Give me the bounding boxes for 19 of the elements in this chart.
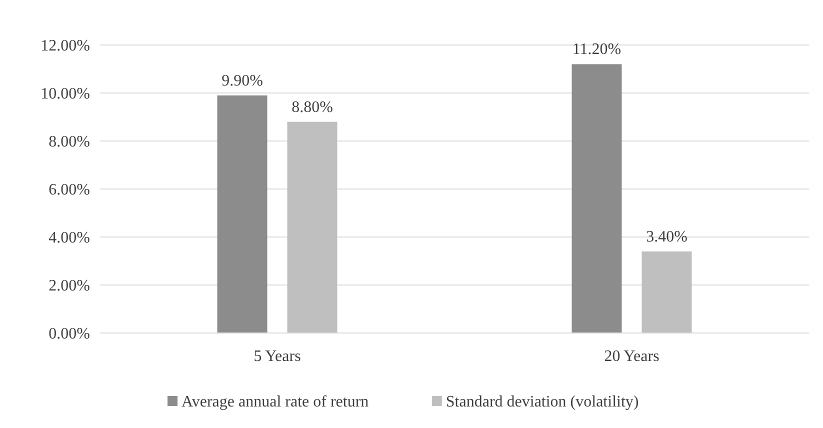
bar [217,95,268,333]
legend-label: Standard deviation (volatility) [446,394,639,411]
data-label: 9.90% [222,72,263,90]
bar [287,122,338,333]
data-label: 11.20% [572,41,622,58]
y-tick-label: 2.00% [48,278,90,295]
x-tick-label: 20 Years [604,348,660,365]
data-label: 8.80% [292,98,333,116]
data-label: 3.40% [646,228,688,246]
y-tick-label: 0.00% [48,326,90,343]
y-tick-label: 8.00% [48,134,90,151]
bar [572,64,622,333]
y-tick-label: 6.00% [48,182,90,199]
bar [642,251,692,333]
x-tick-label: 5 Years [254,348,301,365]
y-tick-label: 12.00% [40,38,90,55]
y-tick-label: 10.00% [40,86,90,103]
y-tick-label: 4.00% [48,230,90,247]
legend-label: Average annual rate of return [182,394,369,411]
